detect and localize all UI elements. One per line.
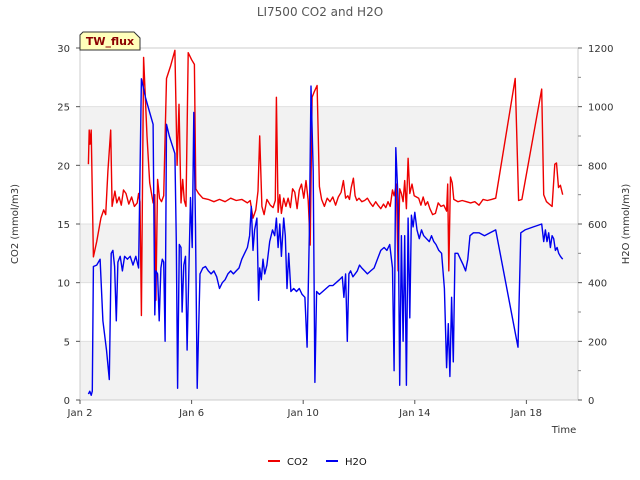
y-left-tick-label-5: 25 [57, 103, 70, 114]
site-badge: TW_flux [79, 31, 141, 51]
y-left-tick-label-6: 30 [57, 44, 70, 55]
chart-title: LI7500 CO2 and H2O [257, 5, 383, 19]
y-left-tick-label-2: 10 [57, 279, 70, 290]
site-badge-label: TW_flux [86, 35, 134, 48]
y-right-tick-label-1: 200 [588, 337, 607, 348]
y-left-tick-label-1: 5 [64, 337, 70, 348]
legend-label-h2o: H2O [345, 457, 367, 468]
y-left-tick-label-0: 0 [64, 396, 70, 407]
x-axis: Jan 2 Jan 6 Jan 10 Jan 14 Jan 18 [67, 400, 542, 419]
y-right-tick-label-3: 600 [588, 220, 607, 231]
x-tick-label-1: Jan 6 [178, 408, 204, 419]
background-band-0 [80, 341, 578, 400]
x-tick-label-0: Jan 2 [67, 408, 93, 419]
series-line-h2o [87, 78, 564, 396]
legend: CO2 H2O [268, 457, 367, 468]
legend-label-co2: CO2 [287, 457, 308, 468]
legend-item-h2o: H2O [326, 457, 367, 468]
x-tick-label-4: Jan 18 [510, 408, 542, 419]
background-band-1 [80, 224, 578, 283]
y-left-tick-label-3: 15 [57, 220, 70, 231]
y-right-tick-label-0: 0 [588, 396, 594, 407]
background-band-2 [80, 106, 578, 166]
y-right-tick-label-4: 800 [588, 161, 607, 172]
x-axis-title: Time [551, 425, 576, 436]
legend-item-co2: CO2 [268, 457, 308, 468]
series-layer [87, 49, 564, 396]
gridlines [80, 106, 578, 342]
background-bands [80, 106, 578, 400]
y-right-tick-label-2: 400 [588, 279, 607, 290]
y-right-tick-label-5: 1000 [588, 103, 613, 114]
y-axis-left-title: CO2 (mmol/m3) [10, 184, 21, 264]
y-axis-right: 0 200 400 600 800 1000 1200 [578, 44, 613, 407]
y-right-tick-label-6: 1200 [588, 44, 613, 55]
y-left-tick-label-4: 20 [57, 161, 70, 172]
x-tick-label-2: Jan 10 [287, 408, 319, 419]
y-axis-right-title: H2O (mmol/m3) [621, 184, 632, 265]
site-badge-box [79, 31, 141, 51]
y-axis-left: 0 5 10 15 20 25 30 [57, 44, 80, 407]
x-tick-label-3: Jan 14 [398, 408, 430, 419]
